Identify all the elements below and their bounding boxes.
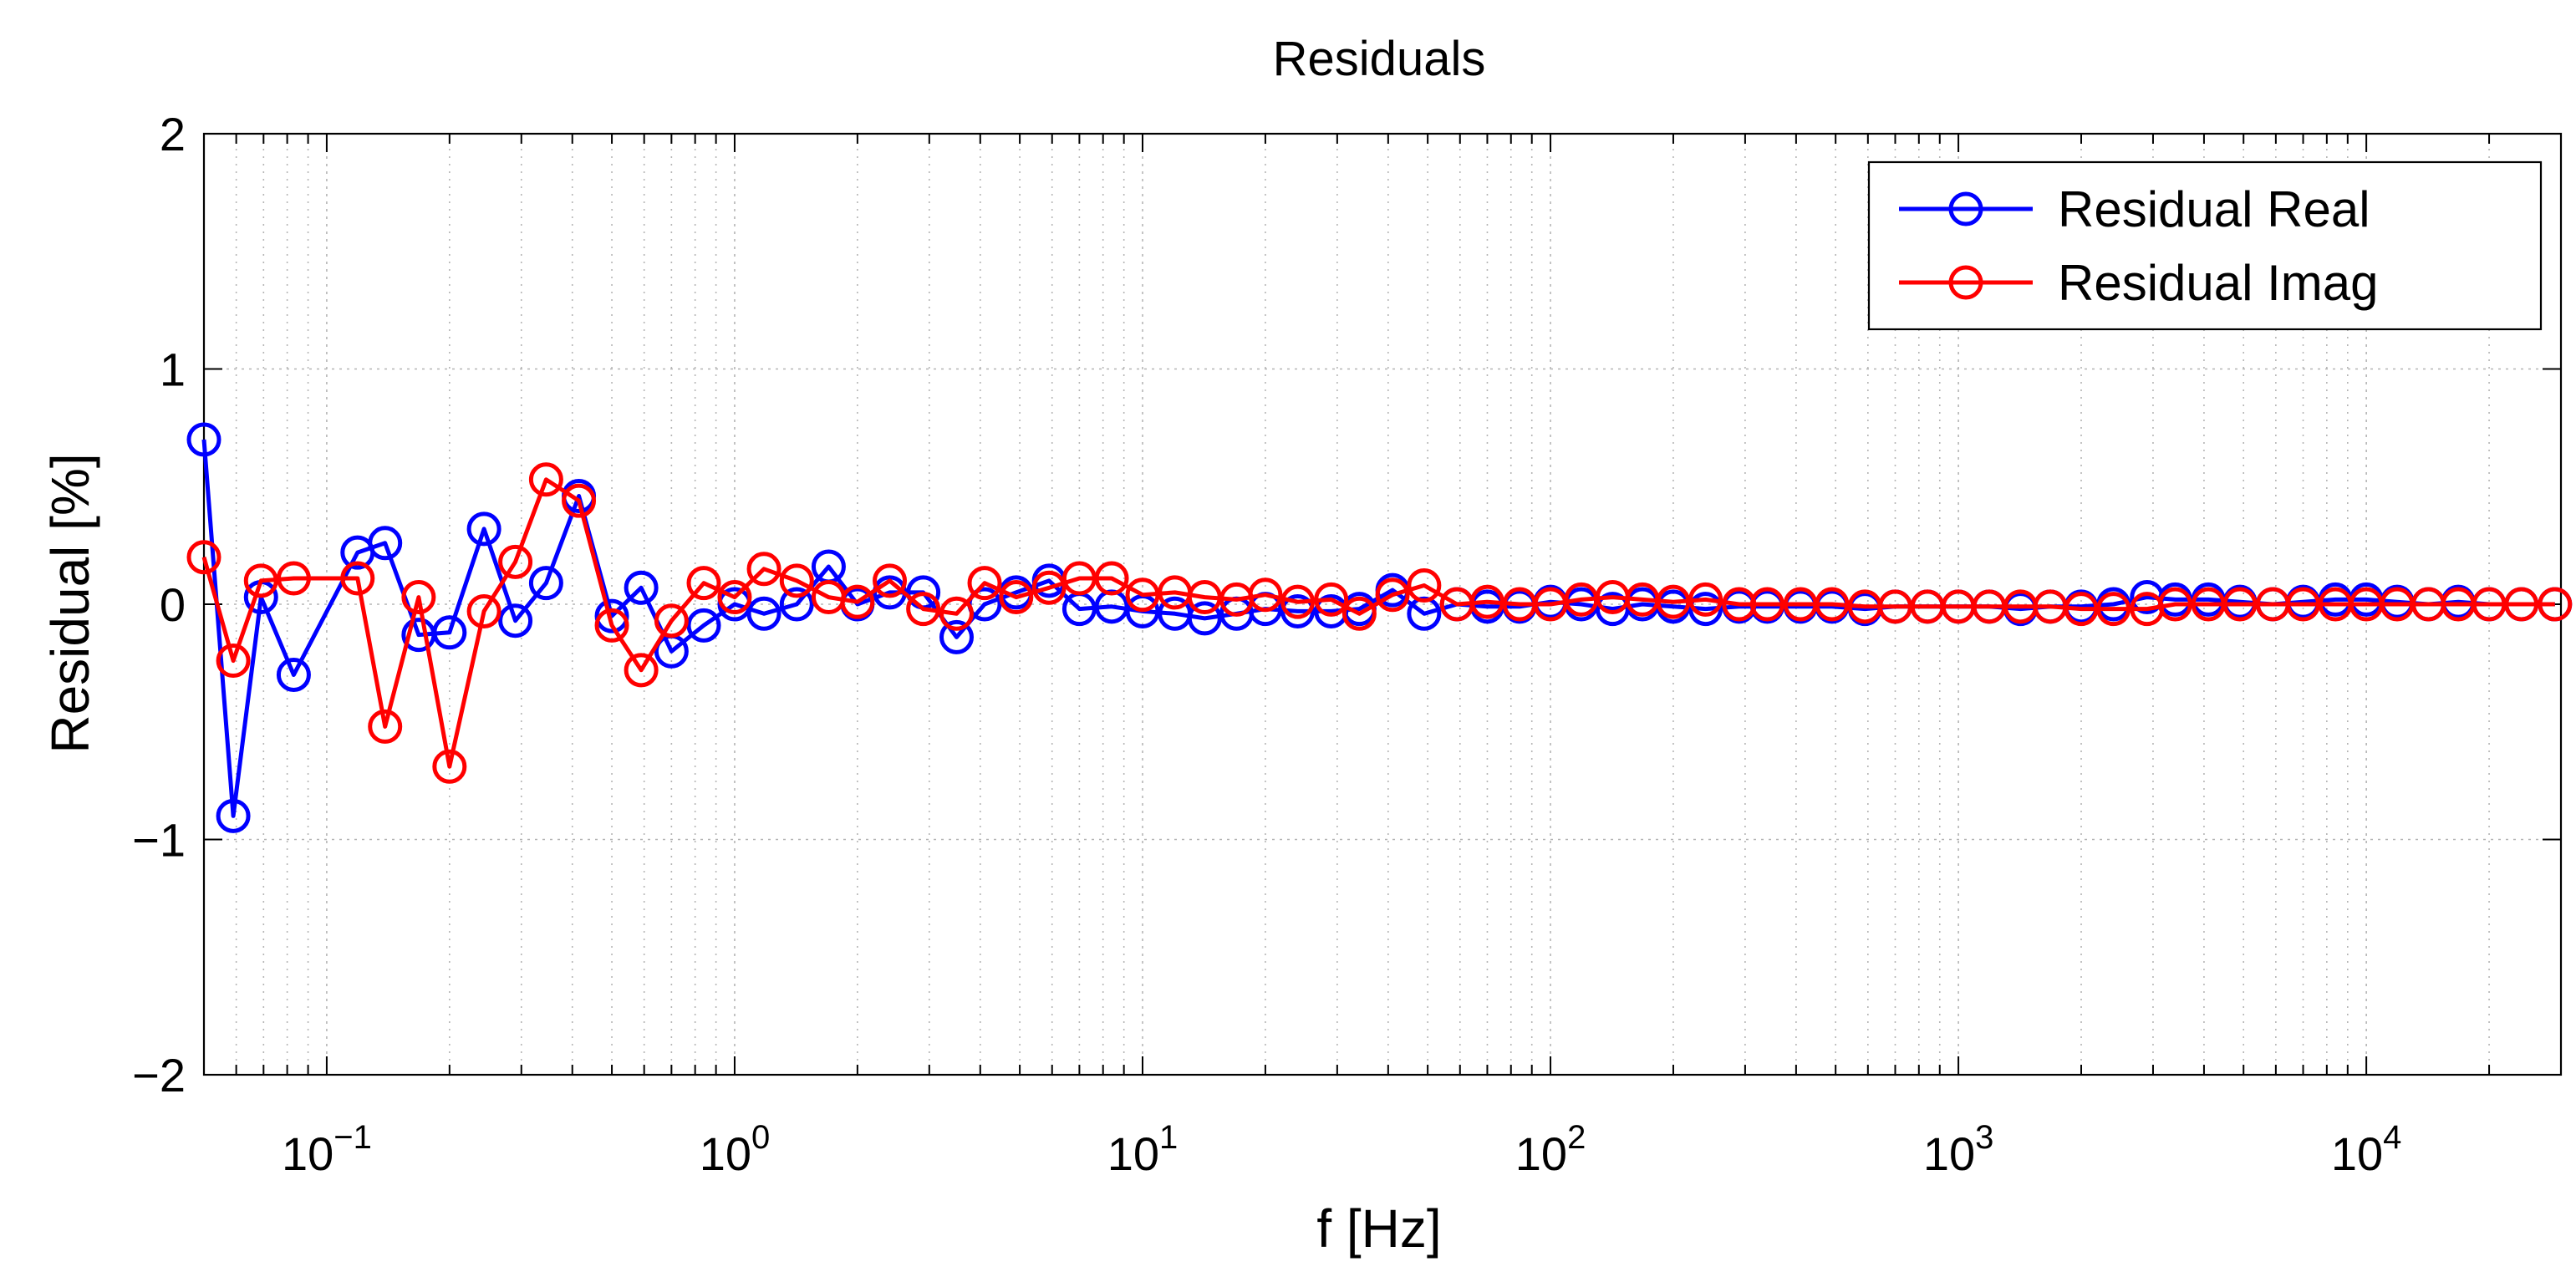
y-tick-label: 2	[160, 108, 186, 160]
data-point-imag	[2286, 587, 2321, 622]
data-point-imag	[654, 603, 689, 638]
y-axis-label: Residual [%]	[40, 453, 100, 753]
data-point-imag	[906, 592, 941, 627]
data-point-imag	[1749, 587, 1784, 622]
data-point-imag	[1094, 561, 1129, 596]
series-layer	[186, 422, 2573, 833]
data-point-imag	[401, 580, 436, 615]
x-tick-label: 103	[1923, 1119, 1994, 1180]
data-point-real	[624, 570, 659, 605]
x-tick-label: 100	[700, 1119, 771, 1180]
data-point-real	[1187, 601, 1222, 636]
chart-title: Residuals	[1273, 32, 1486, 86]
data-point-imag	[1877, 589, 1912, 624]
data-point-imag	[2472, 587, 2507, 622]
data-point-real	[686, 608, 721, 643]
data-point-imag	[528, 462, 563, 497]
y-tick-label: 0	[160, 578, 186, 631]
data-point-imag	[1656, 584, 1691, 619]
data-point-imag	[1407, 567, 1442, 603]
tick-labels: 210−1−210−1 100 101 102 103 104	[132, 108, 2401, 1180]
data-point-imag	[999, 580, 1034, 615]
data-point-imag	[624, 653, 659, 688]
data-point-imag	[562, 483, 597, 518]
data-point-imag	[967, 566, 1002, 601]
data-point-imag	[717, 580, 752, 615]
data-point-imag	[840, 584, 875, 619]
data-point-imag	[1815, 587, 1850, 622]
data-point-imag	[2157, 587, 2192, 622]
data-point-imag	[340, 561, 375, 596]
data-point-imag	[1469, 584, 1504, 619]
y-tick-label: −2	[132, 1049, 186, 1101]
data-point-imag	[186, 540, 221, 575]
legend: Residual Real Residual Imag	[1867, 160, 2543, 331]
data-point-imag	[1280, 584, 1316, 619]
x-tick-label: 104	[2331, 1119, 2402, 1180]
data-point-imag	[2538, 587, 2573, 622]
data-point-imag	[779, 563, 814, 598]
data-point-imag	[873, 563, 908, 598]
data-point-real	[528, 566, 563, 601]
legend-label-real: Residual Real	[2058, 181, 2370, 237]
axes	[202, 132, 2563, 1076]
data-point-imag	[466, 593, 501, 628]
data-point-imag	[594, 608, 629, 643]
data-point-real	[779, 587, 814, 622]
data-point-imag	[216, 644, 251, 679]
series-line-imag	[201, 477, 2555, 769]
data-point-imag	[1061, 561, 1097, 596]
legend-marker-imag	[1948, 265, 1983, 300]
data-point-imag	[1031, 570, 1067, 605]
data-point-real	[1280, 593, 1316, 628]
data-point-imag	[1314, 582, 1349, 617]
data-point-real	[276, 657, 311, 692]
data-point-imag	[939, 596, 974, 631]
data-point-real	[432, 615, 467, 650]
data-point-real	[939, 619, 974, 654]
legend-label-imag: Residual Imag	[2058, 255, 2379, 311]
data-point-real	[498, 603, 533, 638]
data-point-imag	[1248, 577, 1283, 613]
data-point-real	[466, 511, 501, 547]
x-tick-label: 10−1	[282, 1119, 372, 1180]
data-point-imag	[432, 749, 467, 784]
data-point-real	[186, 422, 221, 457]
x-tick-label: 102	[1515, 1119, 1586, 1180]
legend-box	[1867, 160, 2543, 331]
plot-frame	[202, 132, 2563, 1076]
data-point-imag	[1375, 577, 1410, 613]
data-point-imag	[498, 544, 533, 579]
data-point-imag	[2096, 592, 2131, 627]
y-tick-label: 1	[160, 343, 186, 396]
data-point-imag	[2064, 592, 2099, 627]
x-tick-label: 101	[1107, 1119, 1179, 1180]
series-imag	[186, 462, 2573, 784]
data-point-imag	[1341, 596, 1377, 631]
y-tick-label: −1	[132, 814, 186, 867]
data-point-real	[746, 596, 781, 631]
data-point-imag	[243, 563, 278, 598]
data-point-real	[594, 598, 629, 633]
x-axis-label: f [Hz]	[1316, 1198, 1441, 1259]
data-point-imag	[2222, 587, 2258, 622]
data-point-imag	[686, 566, 721, 601]
data-point-imag	[368, 709, 403, 744]
data-point-imag	[1688, 582, 1723, 617]
data-point-imag	[746, 552, 781, 587]
data-point-real	[368, 526, 403, 561]
data-point-imag	[1125, 577, 1160, 613]
legend-marker-real	[1948, 191, 1983, 226]
data-point-real	[1688, 592, 1723, 627]
data-point-imag	[2504, 587, 2539, 622]
data-point-real	[216, 798, 251, 833]
data-point-imag	[276, 561, 311, 596]
